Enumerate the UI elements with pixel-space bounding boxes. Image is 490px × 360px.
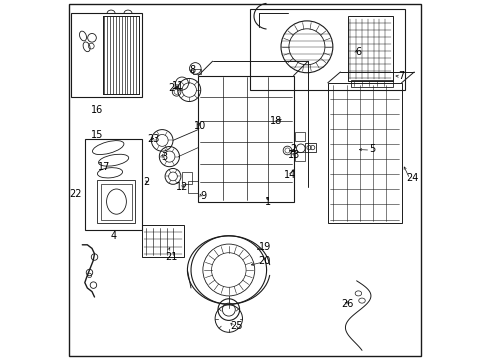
Text: 6: 6 [355,47,362,57]
Text: 17: 17 [98,162,111,172]
Text: 16: 16 [91,105,103,115]
Text: 26: 26 [342,299,354,309]
Text: 4: 4 [111,231,117,241]
Text: 15: 15 [91,130,103,140]
Text: 13: 13 [288,150,300,160]
Text: 2: 2 [168,83,174,93]
Text: 23: 23 [147,134,159,144]
Text: 7: 7 [398,71,405,81]
Text: 9: 9 [200,191,207,201]
Text: 11: 11 [172,81,185,91]
Text: 8: 8 [190,65,196,75]
Text: 22: 22 [69,189,81,199]
Text: 24: 24 [406,173,418,183]
Text: 25: 25 [230,321,242,331]
Text: 3: 3 [161,152,167,162]
Text: 12: 12 [176,182,188,192]
Text: 18: 18 [270,116,282,126]
Text: 14: 14 [284,170,296,180]
Text: 20: 20 [259,256,271,266]
Text: 2: 2 [143,177,149,187]
Text: 1: 1 [266,197,271,207]
Text: 5: 5 [369,144,376,154]
Text: 2: 2 [291,144,297,154]
Text: 10: 10 [194,121,206,131]
Text: 19: 19 [259,242,271,252]
Text: 21: 21 [165,252,177,262]
